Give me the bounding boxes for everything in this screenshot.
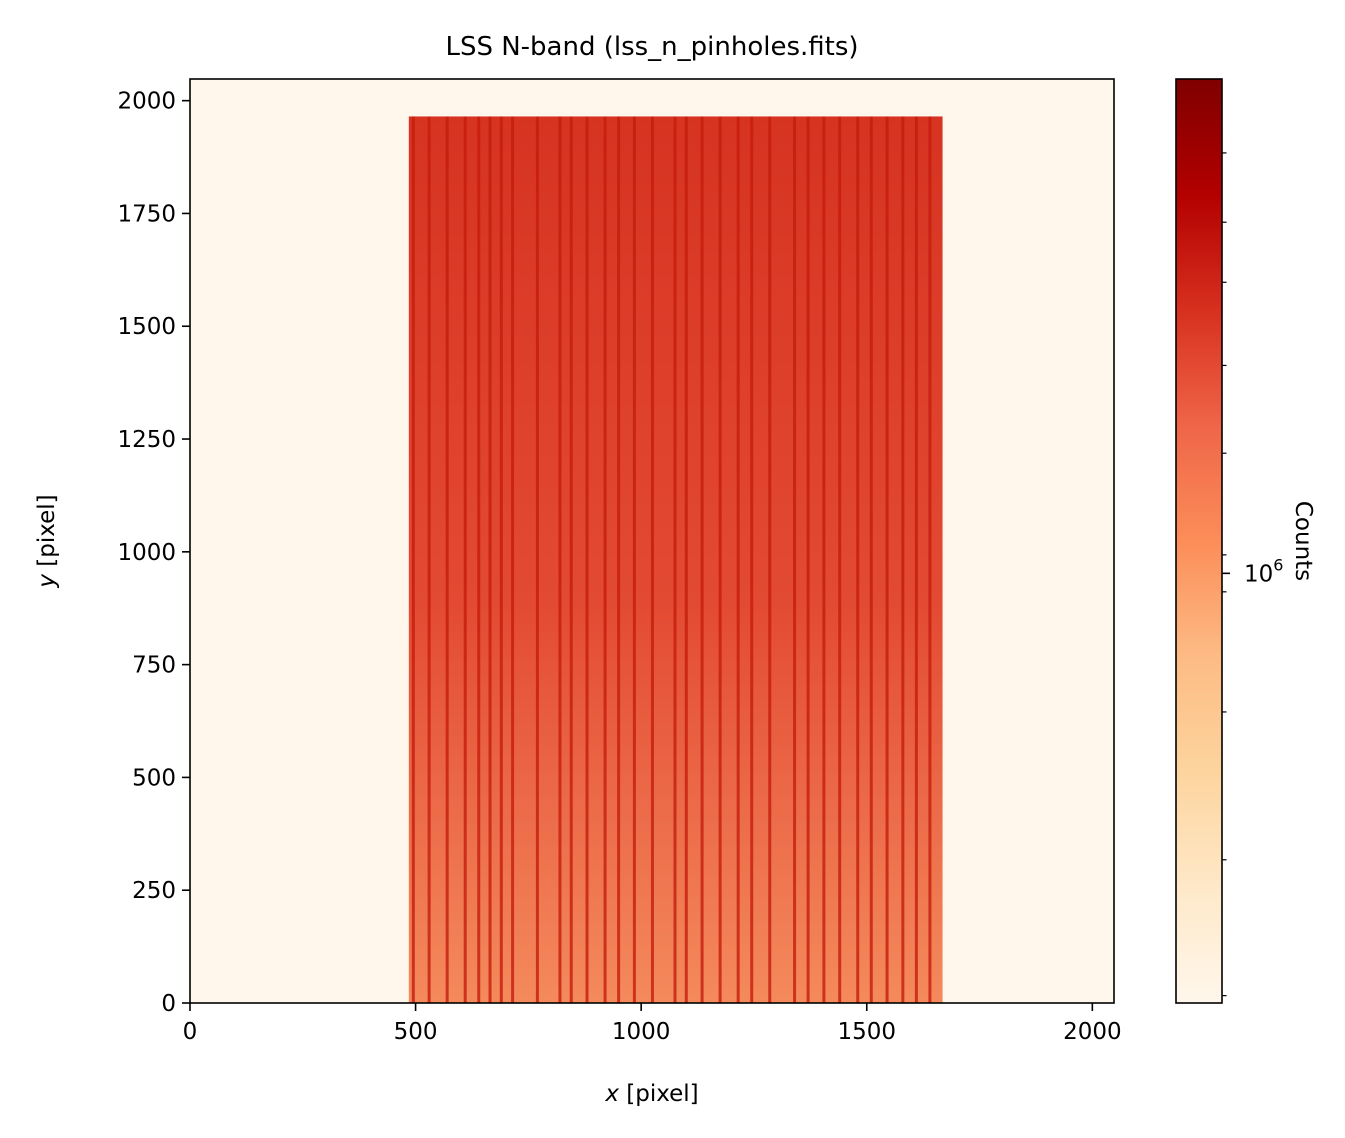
y-tick-label: 1500 <box>117 314 176 340</box>
x-tick-label: 500 <box>394 1019 438 1045</box>
chart-title: LSS N-band (lss_n_pinholes.fits) <box>445 32 858 62</box>
colorbar-tick-exponent: 6 <box>1273 555 1283 574</box>
pinhole-stripes <box>411 116 932 1003</box>
y-tick-label: 1750 <box>117 201 176 227</box>
x-axis: 0 500 1000 1500 2000 <box>183 1003 1122 1045</box>
colorbar-tick-label: 106 <box>1244 555 1283 587</box>
y-axis: 0 250 500 750 1000 1250 1500 1750 2000 <box>117 89 190 1017</box>
x-axis-label: x [pixel] <box>604 1081 698 1107</box>
y-axis-label: y [pixel] <box>34 494 60 588</box>
y-axis-unit: [pixel] <box>34 494 60 574</box>
colorbar-ticks <box>1222 152 1230 997</box>
x-tick-label: 1000 <box>612 1019 671 1045</box>
y-tick-label: 1250 <box>117 427 176 453</box>
y-axis-variable: y <box>34 574 60 589</box>
colorbar-tick-base: 10 <box>1244 561 1273 587</box>
colorbar-label: Counts <box>1290 501 1316 581</box>
colorbar: 106 Counts <box>1175 78 1316 1004</box>
y-tick-label: 1000 <box>117 540 176 566</box>
heatmap-plot <box>189 78 1115 1004</box>
y-tick-label: 2000 <box>117 89 176 115</box>
x-tick-label: 0 <box>183 1019 198 1045</box>
plot-frame <box>189 78 1115 1004</box>
x-axis-variable: x <box>604 1081 619 1107</box>
y-tick-label: 250 <box>132 878 176 904</box>
x-tick-label: 1500 <box>837 1019 896 1045</box>
y-tick-label: 500 <box>132 765 176 791</box>
y-tick-label: 750 <box>132 653 176 679</box>
colorbar-gradient <box>1175 78 1223 1004</box>
y-tick-label: 0 <box>161 991 176 1017</box>
x-tick-label: 2000 <box>1063 1019 1122 1045</box>
x-axis-unit: [pixel] <box>619 1081 699 1107</box>
